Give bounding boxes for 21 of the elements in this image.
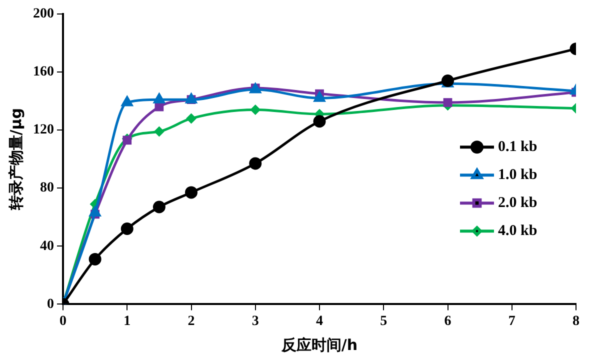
y-tick-label: 80 bbox=[40, 180, 54, 196]
y-tick-label: 0 bbox=[47, 296, 54, 312]
x-tick-label: 4 bbox=[316, 314, 323, 330]
y-tick-label: 200 bbox=[33, 6, 54, 22]
x-tick-label: 6 bbox=[444, 314, 452, 330]
y-tick-label: 40 bbox=[40, 238, 54, 254]
x-tick-label: 8 bbox=[572, 314, 580, 330]
x-tick-label: 2 bbox=[188, 314, 195, 330]
y-tick-label: 120 bbox=[33, 122, 54, 138]
legend-label: 0.1 kb bbox=[498, 138, 538, 155]
x-tick-label: 5 bbox=[380, 314, 388, 330]
legend-label: 1.0 kb bbox=[498, 166, 538, 183]
legend-label: 2.0 kb bbox=[498, 194, 538, 211]
x-tick-label: 0 bbox=[60, 314, 66, 330]
x-tick-label: 3 bbox=[252, 314, 259, 330]
x-axis-title: 反应时间/h bbox=[280, 336, 358, 354]
y-tick-label: 160 bbox=[33, 64, 54, 80]
y-axis-title: 转录产物量/μg bbox=[6, 108, 25, 212]
legend-label: 4.0 kb bbox=[498, 222, 538, 239]
x-tick-label: 1 bbox=[124, 314, 131, 330]
x-tick-label: 7 bbox=[508, 314, 516, 330]
